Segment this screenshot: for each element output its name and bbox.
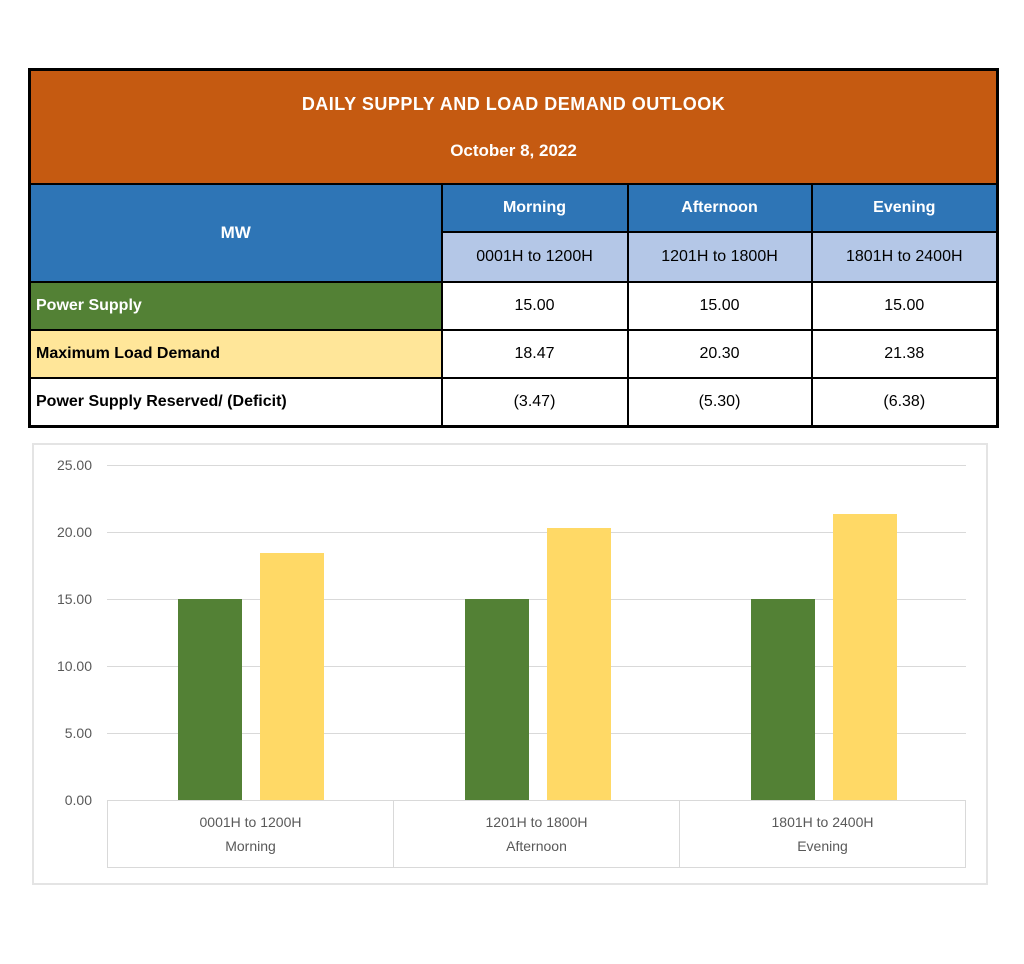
- y-axis-tick-label: 5.00: [64, 725, 92, 741]
- bar-power-supply-afternoon: [464, 599, 529, 800]
- bar-maximum-load-demand-afternoon: [546, 527, 611, 800]
- x-axis-time-label: 0001H to 1200H: [199, 814, 302, 831]
- max-demand-morning: 18.47: [440, 329, 629, 379]
- time-header-afternoon: 1201H to 1800H: [626, 231, 813, 283]
- max-demand-evening: 21.38: [810, 329, 999, 379]
- x-axis-group-evening: 1801H to 2400H Evening: [679, 801, 965, 867]
- y-axis-tick-label: 0.00: [64, 792, 92, 808]
- x-axis-period-label: Afternoon: [506, 837, 567, 854]
- x-axis-group-afternoon: 1201H to 1800H Afternoon: [393, 801, 679, 867]
- row-label-max-load-demand: Maximum Load Demand: [28, 329, 443, 379]
- row-label-reserve-deficit: Power Supply Reserved/ (Deficit): [28, 377, 443, 428]
- x-axis-group-morning: 0001H to 1200H Morning: [108, 801, 393, 867]
- time-header-evening: 1801H to 2400H: [810, 231, 999, 283]
- chart-x-axis: 0001H to 1200H Morning 1201H to 1800H Af…: [107, 800, 966, 868]
- x-axis-time-label: 1801H to 2400H: [771, 814, 874, 831]
- reserve-morning: (3.47): [440, 377, 629, 428]
- gridline: [107, 532, 966, 533]
- table-row-max-load-demand: Maximum Load Demand 18.47 20.30 21.38: [28, 329, 999, 379]
- table-row-power-supply: Power Supply 15.00 15.00 15.00: [28, 281, 999, 331]
- x-axis-period-label: Morning: [225, 837, 276, 854]
- supply-demand-bar-chart: 0.00 5.00 10.00 15.00 20.00 25.00 0001H to 12…: [32, 443, 988, 885]
- period-header-afternoon: Afternoon: [626, 183, 813, 233]
- table-date: October 8, 2022: [450, 140, 577, 160]
- max-demand-afternoon: 20.30: [626, 329, 813, 379]
- y-axis-tick-label: 25.00: [56, 457, 92, 473]
- power-supply-afternoon: 15.00: [626, 281, 813, 331]
- power-supply-morning: 15.00: [440, 281, 629, 331]
- gridline: [107, 666, 966, 667]
- table-title: DAILY SUPPLY AND LOAD DEMAND OUTLOOK: [301, 93, 726, 114]
- reserve-evening: (6.38): [810, 377, 999, 428]
- bar-maximum-load-demand-evening: [832, 513, 897, 800]
- gridline: [107, 733, 966, 734]
- bar-maximum-load-demand-morning: [260, 552, 325, 800]
- gridline: [107, 465, 966, 466]
- power-supply-evening: 15.00: [810, 281, 999, 331]
- gridline: [107, 599, 966, 600]
- bar-power-supply-evening: [750, 599, 815, 800]
- unit-header-cell: MW: [28, 183, 443, 283]
- y-axis-tick-label: 10.00: [56, 658, 92, 674]
- x-axis-time-label: 1201H to 1800H: [485, 814, 588, 831]
- period-header-morning: Morning: [440, 183, 629, 233]
- bar-power-supply-morning: [178, 599, 243, 800]
- reserve-afternoon: (5.30): [626, 377, 813, 428]
- table-banner: DAILY SUPPLY AND LOAD DEMAND OUTLOOK Oct…: [28, 68, 999, 185]
- y-axis-tick-label: 15.00: [56, 591, 92, 607]
- row-label-power-supply: Power Supply: [28, 281, 443, 331]
- x-axis-period-label: Evening: [797, 837, 848, 854]
- supply-demand-table: DAILY SUPPLY AND LOAD DEMAND OUTLOOK Oct…: [28, 68, 1000, 428]
- y-axis-tick-label: 20.00: [56, 524, 92, 540]
- period-header-evening: Evening: [810, 183, 999, 233]
- table-row-reserve-deficit: Power Supply Reserved/ (Deficit) (3.47) …: [28, 377, 999, 428]
- time-header-morning: 0001H to 1200H: [440, 231, 629, 283]
